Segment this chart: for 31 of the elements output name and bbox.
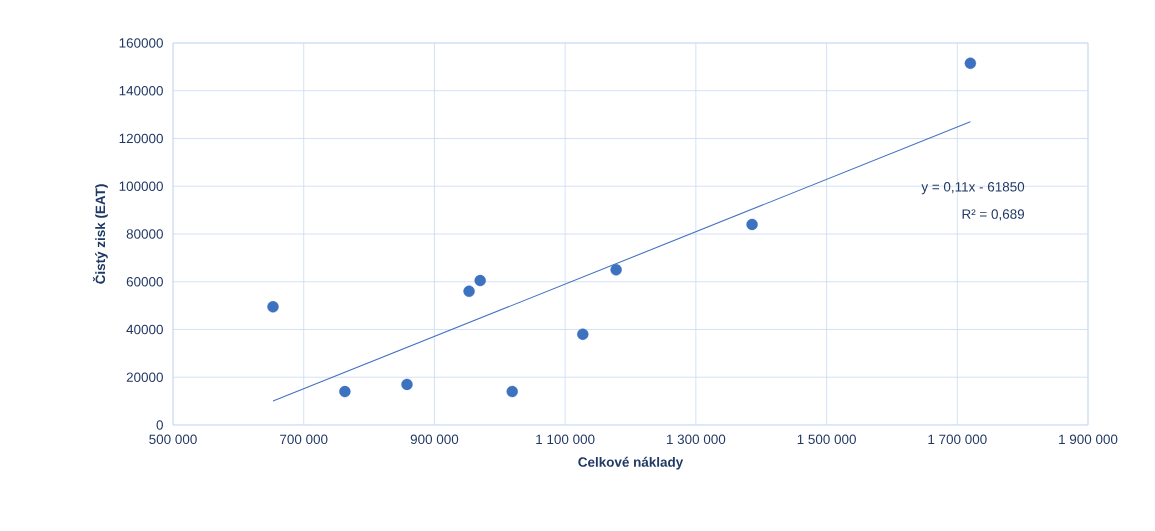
y-tick-label: 20000 [126, 372, 163, 382]
y-tick-label: 140000 [119, 85, 163, 96]
y-axis-title: Čistý zisk (EAT) [92, 184, 108, 284]
x-tick-label: 1 700 000 [928, 434, 987, 445]
point [401, 378, 413, 391]
point [577, 328, 589, 340]
y-tick-label: 160000 [119, 38, 163, 48]
y-tick-label: 120000 [119, 133, 163, 144]
y-tick-label: 100000 [119, 181, 163, 191]
x-tick-label: 1 100 000 [536, 434, 595, 445]
y-tick-label: 40000 [126, 324, 163, 335]
point [267, 301, 279, 313]
point [339, 385, 351, 398]
y-tick-label: 80000 [126, 229, 163, 239]
point [964, 57, 977, 69]
x-tick-label: 500 000 [149, 434, 197, 445]
y-tick-label: 0 [156, 420, 163, 430]
point [474, 274, 486, 287]
x-tick-label: 1 500 000 [797, 434, 856, 445]
annotation: R² = 0,689 [962, 209, 1025, 221]
point [746, 218, 758, 231]
x-tick-label: 1 900 000 [1059, 434, 1118, 445]
point [463, 285, 475, 297]
y-tick-label: 60000 [126, 276, 163, 287]
point [610, 264, 622, 276]
annotation: y = 0,11x - 61850 [921, 182, 1025, 195]
x-tick-label: 700 000 [280, 434, 328, 445]
point [506, 385, 518, 398]
x-tick-label: 900 000 [410, 434, 459, 445]
x-tick-label: 1 300 000 [666, 434, 726, 445]
x-axis-title: Celkové náklady [578, 456, 684, 470]
